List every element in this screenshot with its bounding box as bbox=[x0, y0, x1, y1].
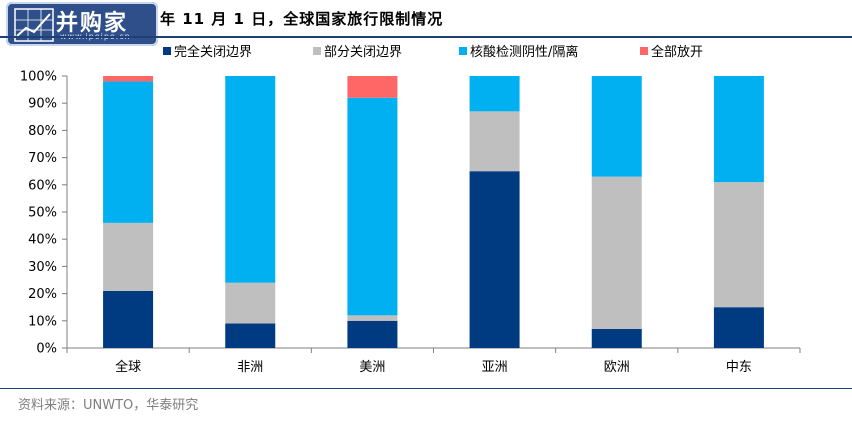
y-tick-label: 70% bbox=[28, 151, 57, 166]
logo-text: 并购家 bbox=[56, 11, 129, 36]
y-tick-label: 0% bbox=[36, 342, 57, 357]
bar-segment bbox=[591, 76, 642, 177]
bar-segment bbox=[103, 81, 154, 223]
legend-swatch bbox=[163, 47, 171, 55]
bar-segment bbox=[469, 171, 520, 348]
chart-logo-icon bbox=[14, 8, 54, 42]
bar-segment bbox=[469, 111, 520, 172]
source-note: 资料来源：UNWTO，华泰研究 bbox=[18, 398, 199, 413]
bar-segment bbox=[225, 282, 276, 324]
x-tick-label: 非洲 bbox=[237, 360, 263, 375]
bar-segment bbox=[591, 176, 642, 329]
y-tick-label: 40% bbox=[28, 233, 57, 248]
bar-segment bbox=[347, 320, 398, 348]
bar-segment bbox=[347, 315, 398, 321]
bar-segment bbox=[347, 76, 398, 98]
y-tick-label: 60% bbox=[28, 178, 57, 193]
y-tick-label: 90% bbox=[28, 97, 57, 112]
y-tick-label: 10% bbox=[28, 314, 57, 329]
bar-segment bbox=[225, 76, 276, 283]
legend-swatch bbox=[459, 47, 467, 55]
y-tick-label: 20% bbox=[28, 287, 57, 302]
legend-label: 部分关闭边界 bbox=[324, 45, 402, 60]
legend-swatch bbox=[313, 47, 321, 55]
y-tick-label: 50% bbox=[28, 206, 57, 221]
x-tick-label: 亚洲 bbox=[482, 360, 508, 375]
stacked-bar-chart: 0% 10% 20% 30% 40% 50% 60% 70% 80% 90% 100% 全球 非洲 美洲 亚… bbox=[20, 44, 801, 375]
y-tick-label: 100% bbox=[20, 70, 57, 85]
bar-segment bbox=[469, 76, 520, 112]
legend-label: 全部放开 bbox=[651, 44, 703, 60]
y-tick-label: 30% bbox=[28, 260, 57, 275]
bar-segment bbox=[347, 97, 398, 316]
bar-segment bbox=[103, 290, 154, 348]
bar-segment bbox=[103, 222, 154, 291]
legend-swatch bbox=[640, 47, 648, 55]
bar-segment bbox=[713, 307, 764, 348]
bar-segment bbox=[103, 76, 154, 82]
chart-title: 年 11 月 1 日，全球国家旅行限制情况 bbox=[160, 10, 444, 28]
bar-segment bbox=[713, 182, 764, 308]
title-divider bbox=[0, 36, 852, 38]
bar-segment bbox=[225, 323, 276, 348]
y-tick-label: 80% bbox=[28, 124, 57, 139]
bar-segment bbox=[591, 328, 642, 348]
source-divider bbox=[0, 388, 852, 389]
legend-label: 完全关闭边界 bbox=[174, 44, 252, 60]
x-tick-label: 美洲 bbox=[359, 360, 385, 375]
title-bar: 年 11 月 1 日，全球国家旅行限制情况 bbox=[0, 0, 852, 40]
x-tick-label: 全球 bbox=[115, 359, 141, 375]
legend-label: 核酸检测阴性/隔离 bbox=[470, 44, 578, 60]
x-tick-label: 欧洲 bbox=[604, 360, 630, 375]
x-tick-label: 中东 bbox=[726, 360, 752, 375]
bar-segment bbox=[713, 76, 764, 183]
